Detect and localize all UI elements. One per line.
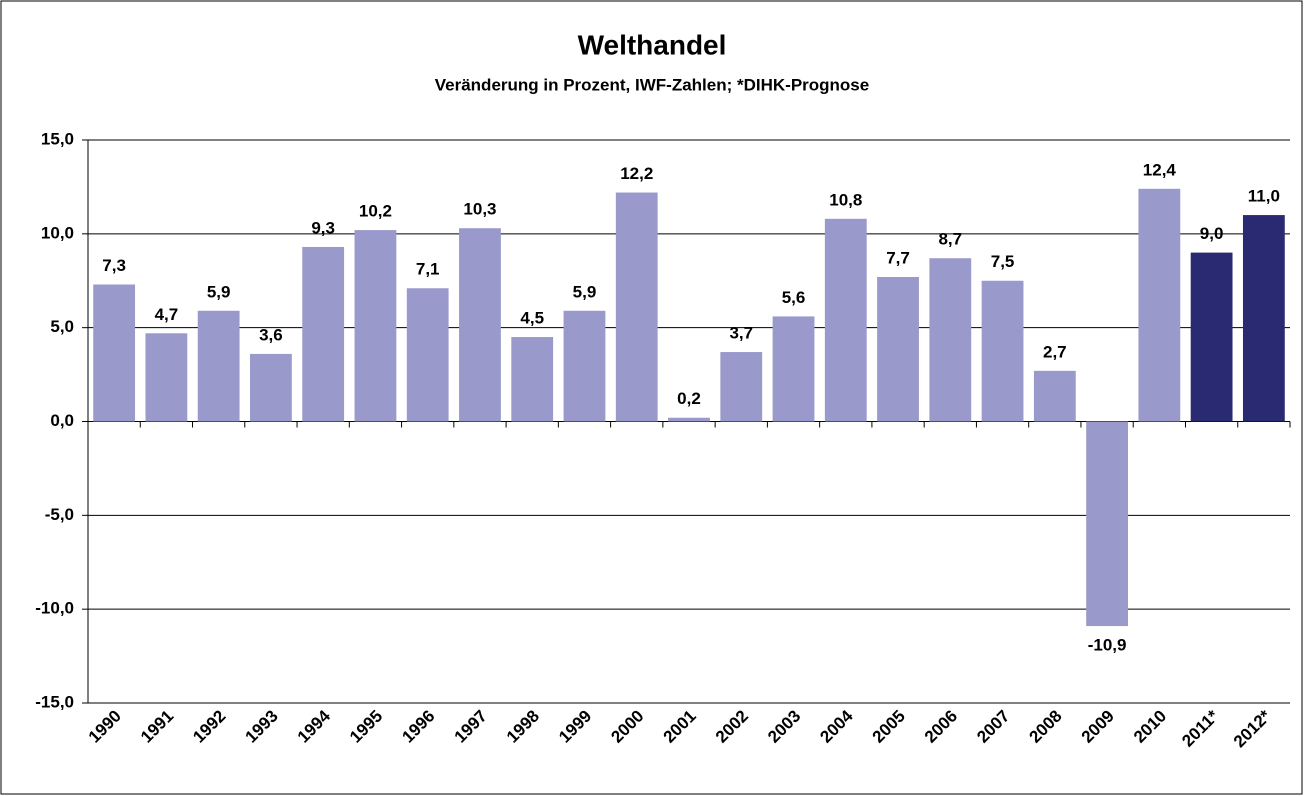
bar: [720, 352, 763, 422]
value-label: 8,7: [938, 230, 962, 249]
bar: [877, 276, 919, 422]
bar: [668, 417, 710, 422]
y-tick-label: -15,0: [35, 692, 74, 711]
value-label: 11,0: [1248, 187, 1280, 206]
value-label: 10,2: [359, 202, 392, 221]
bar: [1190, 252, 1233, 422]
bar: [1138, 188, 1181, 422]
bar: [354, 230, 397, 422]
value-label: 5,9: [573, 282, 597, 301]
y-tick-label: -5,0: [45, 505, 74, 524]
value-label: 9,3: [311, 218, 335, 237]
value-label: 7,3: [102, 256, 126, 275]
y-tick-label: 0,0: [50, 411, 74, 430]
bar: [563, 310, 606, 422]
value-label: 12,4: [1143, 160, 1177, 179]
value-label: 0,2: [677, 389, 701, 408]
value-label: 10,3: [463, 200, 496, 219]
value-label: 7,7: [886, 248, 910, 267]
value-label: 9,0: [1200, 224, 1224, 243]
value-label: 5,6: [782, 288, 806, 307]
y-tick-label: 15,0: [41, 129, 74, 148]
chart-subtitle: Veränderung in Prozent, IWF-Zahlen; *DIH…: [435, 75, 869, 94]
y-tick-label: 5,0: [50, 317, 74, 336]
bar: [302, 246, 345, 422]
chart-title: Welthandel: [578, 29, 727, 60]
value-label: 5,9: [207, 282, 231, 301]
y-tick-label: -10,0: [35, 599, 74, 618]
bar: [981, 280, 1024, 422]
bar: [93, 284, 136, 422]
value-label: 2,7: [1043, 342, 1067, 361]
value-label: 7,5: [991, 252, 1015, 271]
bar: [1086, 421, 1128, 627]
bar: [1033, 370, 1076, 422]
bar: [929, 258, 972, 422]
value-label: 4,5: [520, 309, 544, 328]
bar: [824, 218, 867, 422]
value-label: 3,7: [729, 324, 753, 343]
value-label: 4,7: [155, 305, 179, 324]
bar: [1242, 215, 1285, 422]
bar: [615, 192, 658, 422]
bar: [511, 337, 554, 422]
value-label: 10,8: [829, 190, 862, 209]
value-label: 12,2: [620, 164, 653, 183]
bar: [772, 316, 815, 422]
y-tick-label: 10,0: [41, 223, 74, 242]
bar: [145, 333, 188, 422]
bar: [406, 288, 449, 422]
value-label: 7,1: [416, 260, 440, 279]
bar: [250, 353, 292, 422]
bar: [459, 228, 501, 422]
value-label: 3,6: [259, 325, 283, 344]
bar: [197, 310, 240, 422]
value-label: -10,9: [1088, 636, 1127, 655]
